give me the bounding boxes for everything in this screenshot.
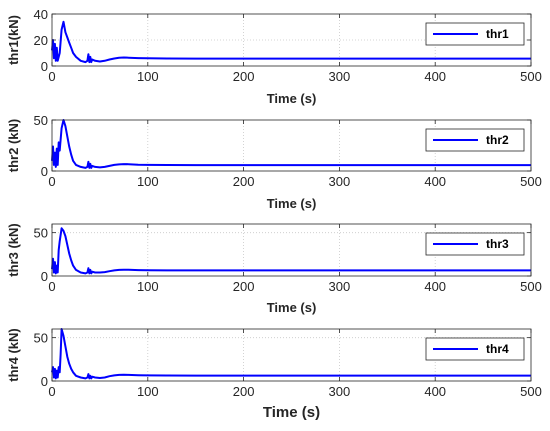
subplot-3: 0 100 200 300 400 500 0 50 Time (s) thr3 (kN) thr3 <box>6 223 542 315</box>
x-tick-label: 300 <box>329 384 351 399</box>
x-axis-label: Time (s) <box>267 300 317 315</box>
x-axis-label: Time (s) <box>267 91 317 106</box>
y-tick-label: 20 <box>34 33 48 48</box>
legend-entry: thr4 <box>486 342 509 356</box>
subplot-1: 0 100 200 300 400 500 0 20 40 Time (s) thr1(kN) thr… <box>6 7 542 106</box>
legend-entry: thr3 <box>486 237 509 251</box>
y-axis-label: thr2 (kN) <box>6 119 21 172</box>
x-tick-label: 0 <box>48 69 55 84</box>
x-tick-label: 200 <box>233 384 255 399</box>
x-tick-label: 100 <box>137 69 159 84</box>
y-tick-label: 0 <box>41 164 48 179</box>
x-tick-label: 200 <box>233 174 255 189</box>
legend-entry: thr1 <box>486 27 509 41</box>
x-tick-label: 100 <box>137 279 159 294</box>
y-tick-label: 0 <box>41 269 48 284</box>
legend: thr3 <box>425 232 525 256</box>
x-tick-label: 500 <box>520 384 542 399</box>
x-tick-label: 0 <box>48 279 55 294</box>
x-tick-label: 500 <box>520 279 542 294</box>
legend: thr2 <box>425 128 525 152</box>
series-line-thr3 <box>51 227 531 275</box>
x-tick-label: 400 <box>424 384 446 399</box>
y-axis-label: thr1(kN) <box>6 15 21 65</box>
legend-entry: thr2 <box>486 133 509 147</box>
x-tick-label: 500 <box>520 174 542 189</box>
legend: thr1 <box>425 22 525 46</box>
x-tick-label: 0 <box>48 174 55 189</box>
x-tick-label: 200 <box>233 279 255 294</box>
x-tick-label: 300 <box>329 279 351 294</box>
y-tick-label: 50 <box>34 113 48 128</box>
axes-box <box>51 223 532 277</box>
x-axis-label: Time (s) <box>263 404 320 421</box>
subplot-2: 0 100 200 300 400 500 0 50 Time (s) thr2 (kN) thr2 <box>6 113 542 211</box>
y-tick-label: 50 <box>34 331 48 346</box>
axes-box <box>51 328 532 382</box>
y-axis-label: thr4 (kN) <box>6 328 21 381</box>
x-tick-label: 400 <box>424 69 446 84</box>
x-tick-label: 300 <box>329 174 351 189</box>
series-line-thr4 <box>51 328 531 380</box>
subplot-4: 0 100 200 300 400 500 0 50 Time (s) thr4 (kN) thr4 <box>6 328 542 421</box>
x-tick-label: 100 <box>137 174 159 189</box>
y-axis-label: thr3 (kN) <box>6 223 21 276</box>
legend: thr4 <box>425 337 525 361</box>
y-tick-label: 40 <box>34 7 48 22</box>
series-line-thr2 <box>51 119 531 169</box>
x-tick-label: 500 <box>520 69 542 84</box>
x-tick-label: 400 <box>424 174 446 189</box>
y-tick-label: 50 <box>34 226 48 241</box>
x-tick-label: 200 <box>233 69 255 84</box>
y-tick-label: 0 <box>41 374 48 389</box>
x-tick-label: 300 <box>329 69 351 84</box>
y-tick-label: 0 <box>41 59 48 74</box>
axes-box <box>51 119 532 172</box>
series-line-thr1 <box>51 20 531 64</box>
x-tick-label: 100 <box>137 384 159 399</box>
x-tick-label: 0 <box>48 384 55 399</box>
x-axis-label: Time (s) <box>267 196 317 211</box>
x-tick-label: 400 <box>424 279 446 294</box>
